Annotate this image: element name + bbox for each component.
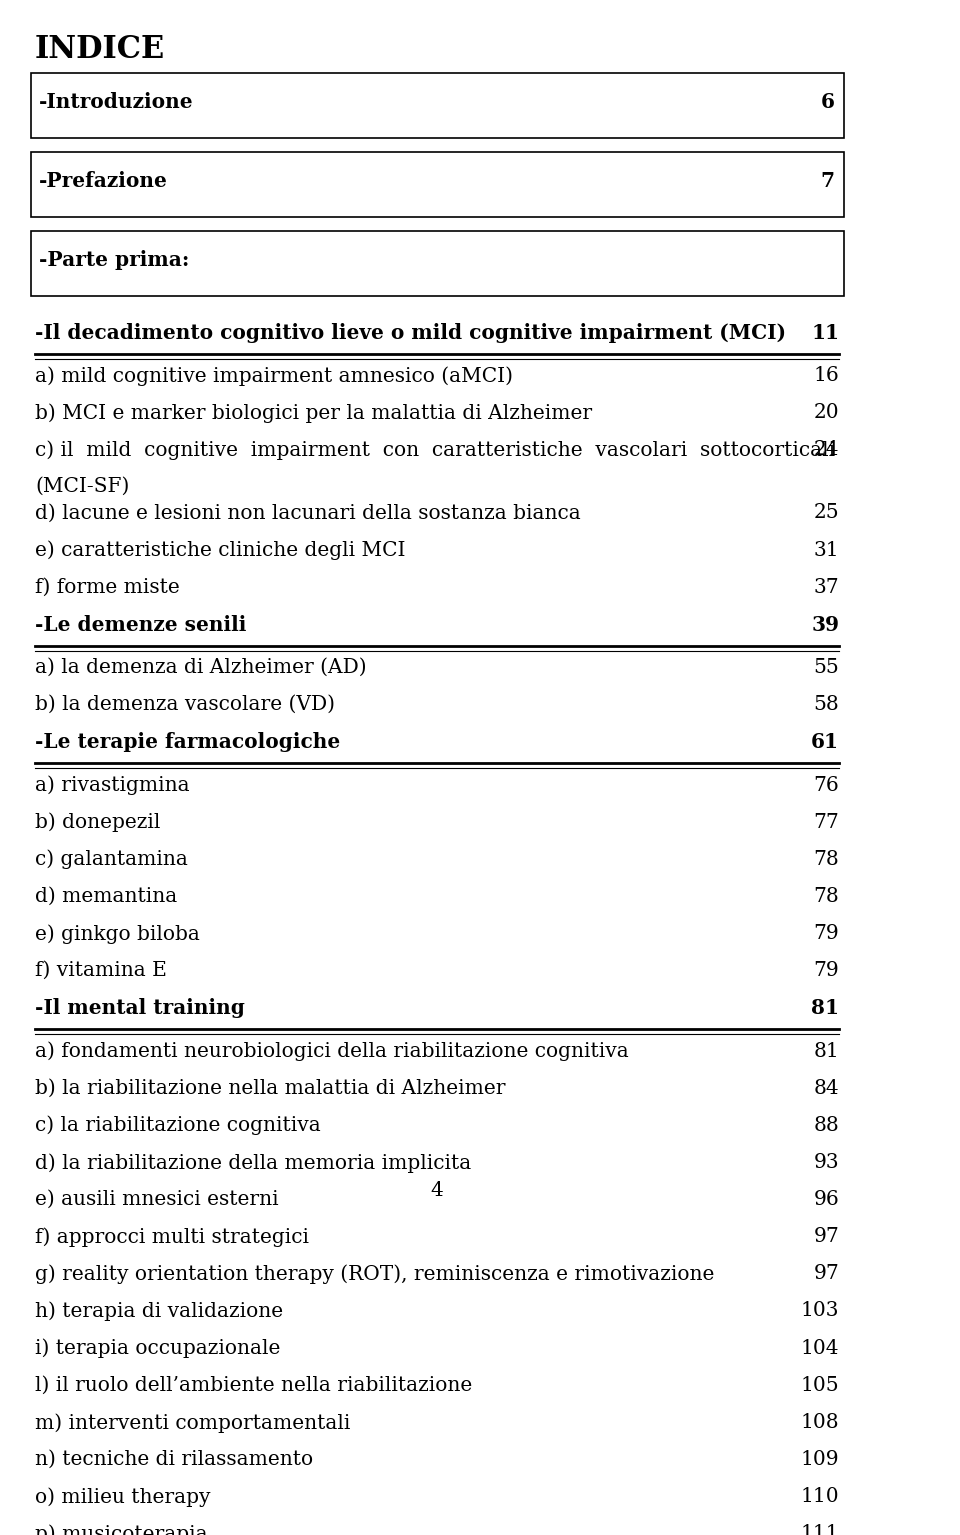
Text: f) vitamina E: f) vitamina E xyxy=(35,961,167,981)
Text: m) interventi comportamentali: m) interventi comportamentali xyxy=(35,1412,350,1432)
Text: 37: 37 xyxy=(813,577,839,597)
FancyBboxPatch shape xyxy=(31,74,844,138)
Text: c) galantamina: c) galantamina xyxy=(35,850,188,869)
Text: 103: 103 xyxy=(801,1302,839,1320)
Text: a) la demenza di Alzheimer (AD): a) la demenza di Alzheimer (AD) xyxy=(35,659,367,677)
Text: n) tecniche di rilassamento: n) tecniche di rilassamento xyxy=(35,1451,313,1469)
Text: 97: 97 xyxy=(813,1265,839,1283)
Text: 20: 20 xyxy=(813,404,839,422)
Text: e) ausili mnesici esterni: e) ausili mnesici esterni xyxy=(35,1190,278,1210)
Text: d) memantina: d) memantina xyxy=(35,887,178,906)
Text: 81: 81 xyxy=(813,1042,839,1061)
Text: i) terapia occupazionale: i) terapia occupazionale xyxy=(35,1339,280,1358)
Text: 79: 79 xyxy=(813,961,839,981)
Text: 78: 78 xyxy=(813,887,839,906)
Text: 31: 31 xyxy=(813,540,839,560)
Text: g) reality orientation therapy (ROT), reminiscenza e rimotivazione: g) reality orientation therapy (ROT), re… xyxy=(35,1265,714,1283)
Text: 77: 77 xyxy=(813,812,839,832)
Text: e) caratteristiche cliniche degli MCI: e) caratteristiche cliniche degli MCI xyxy=(35,540,405,560)
Text: 96: 96 xyxy=(813,1190,839,1210)
Text: b) MCI e marker biologici per la malattia di Alzheimer: b) MCI e marker biologici per la malatti… xyxy=(35,404,592,422)
Text: 109: 109 xyxy=(801,1451,839,1469)
Text: -Il decadimento cognitivo lieve o mild cognitive impairment (MCI): -Il decadimento cognitivo lieve o mild c… xyxy=(35,322,786,342)
Text: 61: 61 xyxy=(811,732,839,752)
FancyBboxPatch shape xyxy=(31,232,844,296)
Text: a) fondamenti neurobiologici della riabilitazione cognitiva: a) fondamenti neurobiologici della riabi… xyxy=(35,1042,629,1061)
Text: -Le demenze senili: -Le demenze senili xyxy=(35,616,247,635)
Text: 110: 110 xyxy=(801,1487,839,1506)
Text: -Parte prima:: -Parte prima: xyxy=(39,250,190,270)
Text: f) approcci multi strategici: f) approcci multi strategici xyxy=(35,1226,309,1246)
Text: 97: 97 xyxy=(813,1226,839,1246)
Text: 88: 88 xyxy=(813,1116,839,1134)
Text: b) la riabilitazione nella malattia di Alzheimer: b) la riabilitazione nella malattia di A… xyxy=(35,1079,506,1098)
Text: -Introduzione: -Introduzione xyxy=(39,92,194,112)
Text: e) ginkgo biloba: e) ginkgo biloba xyxy=(35,924,200,944)
Text: b) la demenza vascolare (VD): b) la demenza vascolare (VD) xyxy=(35,695,335,714)
Text: 24: 24 xyxy=(814,441,839,459)
Text: 105: 105 xyxy=(801,1375,839,1395)
FancyBboxPatch shape xyxy=(31,152,844,216)
Text: 6: 6 xyxy=(821,92,835,112)
Text: 108: 108 xyxy=(801,1412,839,1432)
Text: 81: 81 xyxy=(811,998,839,1018)
Text: 25: 25 xyxy=(813,503,839,522)
Text: 7: 7 xyxy=(821,170,835,190)
Text: INDICE: INDICE xyxy=(35,34,165,64)
Text: 58: 58 xyxy=(813,695,839,714)
Text: 79: 79 xyxy=(813,924,839,942)
Text: -Prefazione: -Prefazione xyxy=(39,170,168,190)
Text: (MCI-SF): (MCI-SF) xyxy=(35,477,130,496)
Text: d) lacune e lesioni non lacunari della sostanza bianca: d) lacune e lesioni non lacunari della s… xyxy=(35,503,581,522)
Text: 16: 16 xyxy=(813,365,839,385)
Text: -Il mental training: -Il mental training xyxy=(35,998,245,1018)
Text: c) la riabilitazione cognitiva: c) la riabilitazione cognitiva xyxy=(35,1116,321,1136)
Text: 84: 84 xyxy=(813,1079,839,1098)
Text: p) musicoterapia: p) musicoterapia xyxy=(35,1524,207,1535)
Text: 76: 76 xyxy=(813,775,839,795)
Text: a) mild cognitive impairment amnesico (aMCI): a) mild cognitive impairment amnesico (a… xyxy=(35,365,513,385)
Text: f) forme miste: f) forme miste xyxy=(35,577,180,597)
Text: l) il ruolo dell’ambiente nella riabilitazione: l) il ruolo dell’ambiente nella riabilit… xyxy=(35,1375,472,1395)
Text: 39: 39 xyxy=(811,616,839,635)
Text: o) milieu therapy: o) milieu therapy xyxy=(35,1487,210,1507)
Text: a) rivastigmina: a) rivastigmina xyxy=(35,775,189,795)
Text: 55: 55 xyxy=(813,659,839,677)
Text: 11: 11 xyxy=(811,322,839,342)
Text: -Le terapie farmacologiche: -Le terapie farmacologiche xyxy=(35,732,340,752)
Text: 78: 78 xyxy=(813,850,839,869)
Text: d) la riabilitazione della memoria implicita: d) la riabilitazione della memoria impli… xyxy=(35,1153,471,1173)
Text: b) donepezil: b) donepezil xyxy=(35,812,160,832)
Text: c) il  mild  cognitive  impairment  con  caratteristiche  vascolari  sottocortic: c) il mild cognitive impairment con cara… xyxy=(35,441,835,460)
Text: h) terapia di validazione: h) terapia di validazione xyxy=(35,1302,283,1322)
Text: 93: 93 xyxy=(813,1153,839,1171)
Text: 4: 4 xyxy=(431,1182,444,1200)
Text: 111: 111 xyxy=(801,1524,839,1535)
Text: 104: 104 xyxy=(801,1339,839,1357)
